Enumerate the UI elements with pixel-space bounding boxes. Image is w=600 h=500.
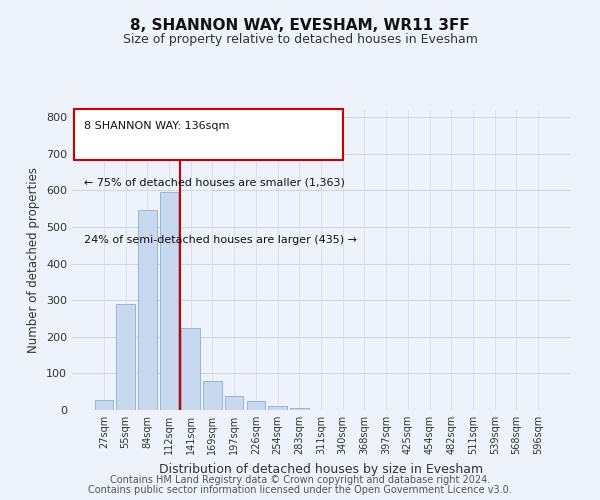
Bar <box>116 304 135 410</box>
Text: ← 75% of detached houses are smaller (1,363): ← 75% of detached houses are smaller (1,… <box>85 178 346 188</box>
Text: 24% of semi-detached houses are larger (435) →: 24% of semi-detached houses are larger (… <box>85 234 358 244</box>
Bar <box>95 400 113 410</box>
Text: Size of property relative to detached houses in Evesham: Size of property relative to detached ho… <box>122 32 478 46</box>
X-axis label: Distribution of detached houses by size in Evesham: Distribution of detached houses by size … <box>159 462 483 475</box>
Bar <box>225 396 244 410</box>
Bar <box>290 408 308 410</box>
Bar <box>160 192 178 410</box>
Bar <box>138 210 157 410</box>
Text: 8 SHANNON WAY: 136sqm: 8 SHANNON WAY: 136sqm <box>85 120 230 130</box>
Text: Contains public sector information licensed under the Open Government Licence v3: Contains public sector information licen… <box>88 485 512 495</box>
Y-axis label: Number of detached properties: Number of detached properties <box>28 167 40 353</box>
Text: 8, SHANNON WAY, EVESHAM, WR11 3FF: 8, SHANNON WAY, EVESHAM, WR11 3FF <box>130 18 470 32</box>
Bar <box>181 328 200 410</box>
Bar <box>247 401 265 410</box>
Bar <box>268 406 287 410</box>
Bar <box>203 382 221 410</box>
Text: Contains HM Land Registry data © Crown copyright and database right 2024.: Contains HM Land Registry data © Crown c… <box>110 475 490 485</box>
